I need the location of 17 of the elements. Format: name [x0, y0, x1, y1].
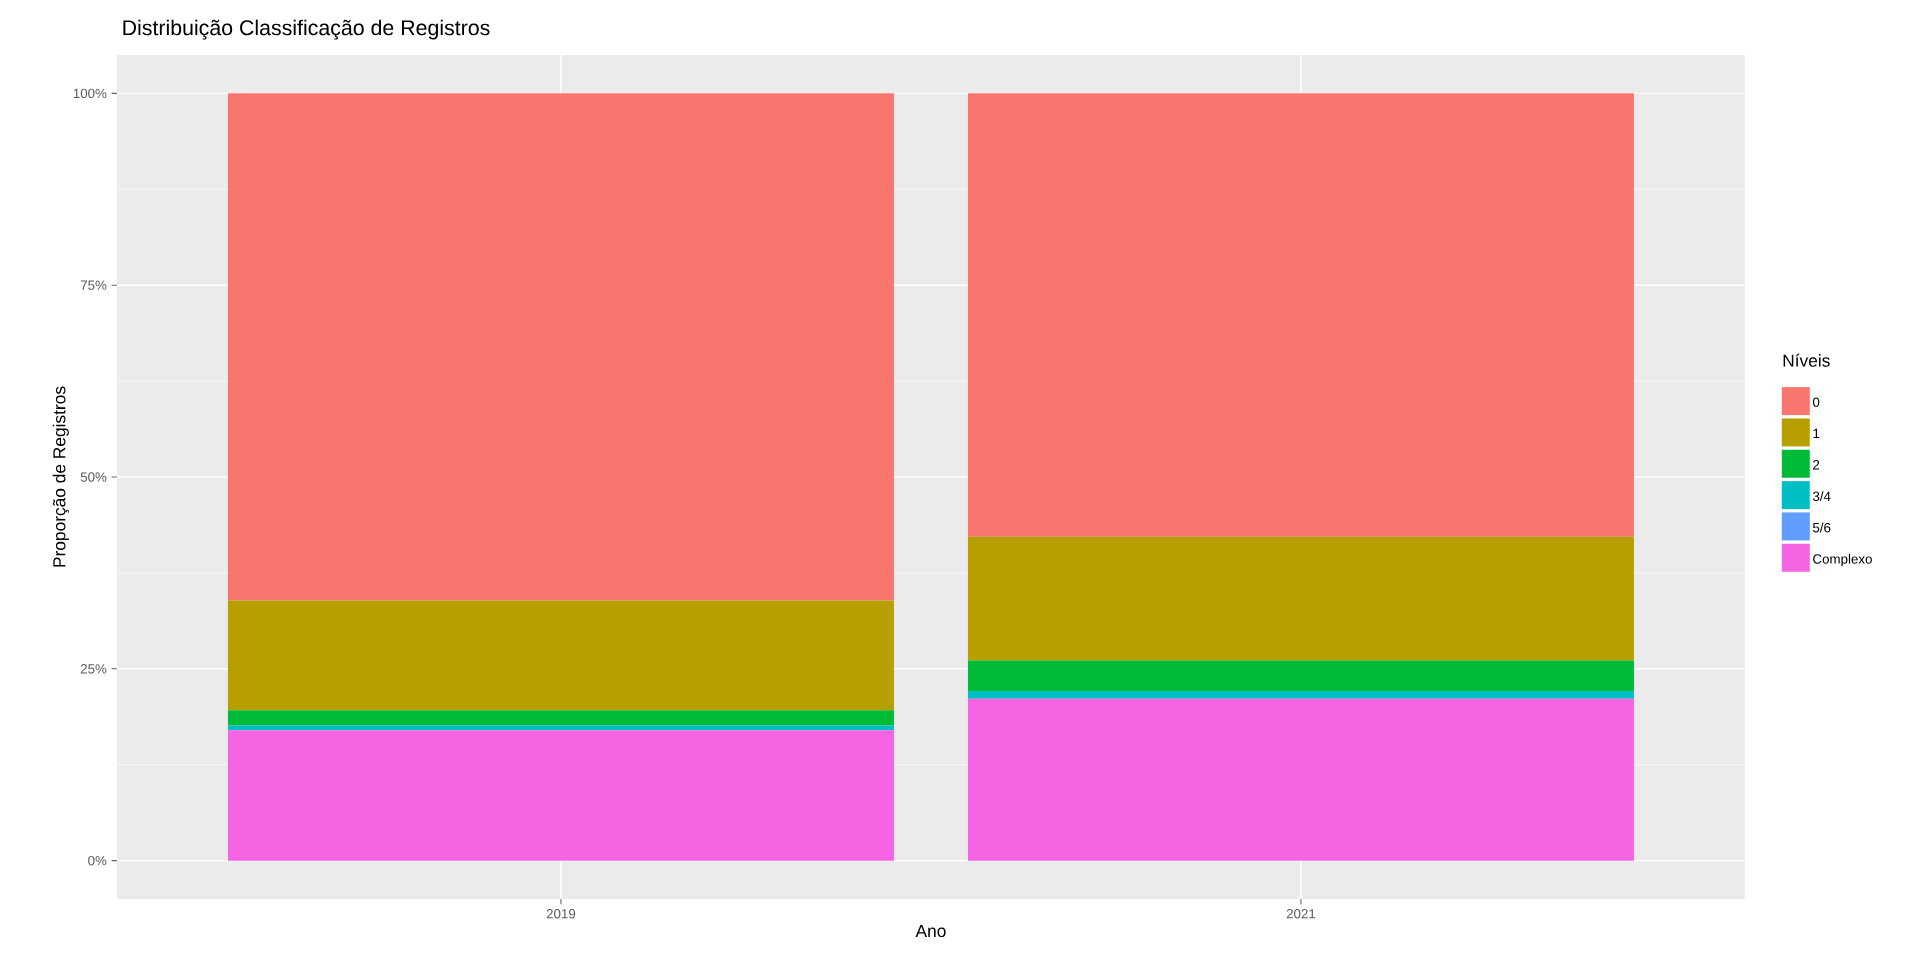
y-axis-title: Proporção de Registros	[52, 386, 69, 567]
x-axis-title: Ano	[915, 924, 946, 938]
y-tick-label: 50%	[80, 472, 107, 482]
x-tick-label: 2021	[1286, 909, 1316, 919]
legend-title: Níveis	[1783, 353, 1830, 367]
legend-label: 1	[1813, 428, 1820, 439]
legend-label: 2	[1813, 460, 1820, 470]
legend-label: 3/4	[1812, 491, 1831, 502]
x-tick-label: 2019	[546, 909, 576, 919]
y-tick-label: 0%	[88, 855, 107, 866]
y-tick-label: 25%	[80, 664, 107, 674]
legend-label: Complexo	[1813, 553, 1872, 567]
chart-title: Distribuição Classificação de Registros	[123, 19, 490, 40]
y-tick-label: 100%	[73, 88, 107, 99]
legend-label: 5/6	[1812, 522, 1831, 533]
y-tick-label: 75%	[80, 280, 107, 290]
legend-label: 0	[1812, 397, 1820, 407]
